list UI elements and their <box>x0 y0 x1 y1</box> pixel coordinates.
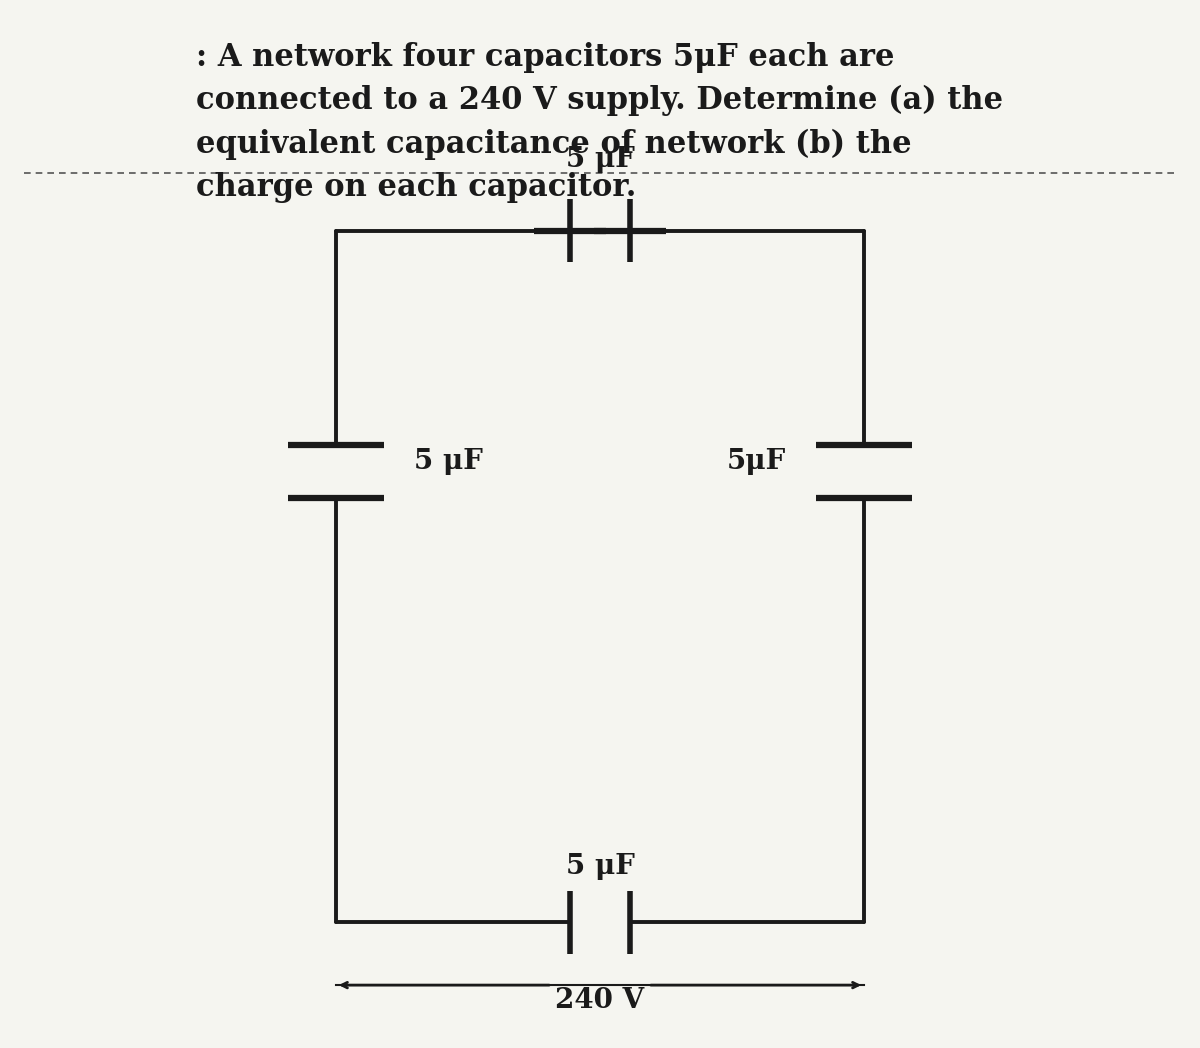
Text: 240 V: 240 V <box>556 987 644 1014</box>
Text: : A network four capacitors 5μF each are
connected to a 240 V supply. Determine : : A network four capacitors 5μF each are… <box>197 42 1003 202</box>
Text: 5 μF: 5 μF <box>414 447 482 475</box>
Text: 5 μF: 5 μF <box>565 853 635 880</box>
Text: 5μF: 5μF <box>727 447 786 475</box>
Text: 5 μF: 5 μF <box>565 146 635 173</box>
